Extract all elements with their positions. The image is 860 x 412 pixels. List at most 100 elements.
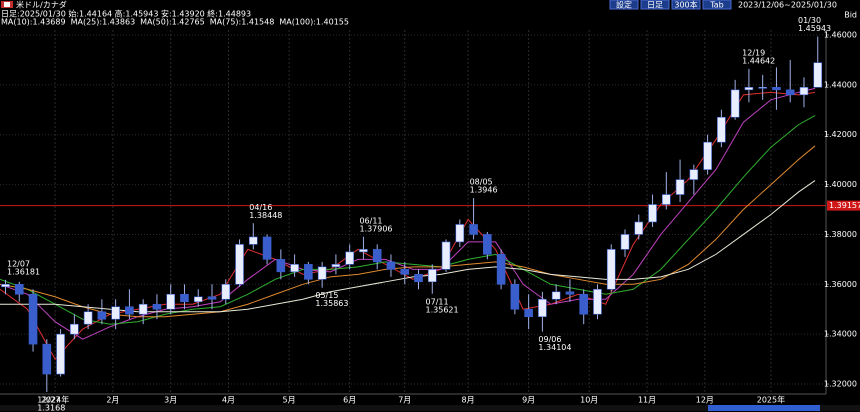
candle-body [524,308,533,318]
x-tick-label: 8月 [462,396,475,405]
annotation-value: 1.34104 [538,343,571,352]
x-tick-label: 7月 [398,396,411,405]
candle-body [469,224,478,235]
toolbar-button-label[interactable]: 設定 [616,0,632,10]
x-tick-label: 4月 [222,396,235,405]
candle-body [56,333,65,375]
toolbar-button-label[interactable]: Tab [709,1,724,10]
legend-entry: MA(75):1.41548 [210,18,275,27]
annotation-date: 09/06 [538,335,561,344]
annotation-value: 1.35863 [315,299,348,308]
candle-body [152,303,162,310]
candle-body [372,249,382,263]
candle-body [166,293,176,310]
annotation-date: 12/19 [742,48,765,57]
candle-body [97,311,107,320]
ma-line [0,91,816,360]
x-tick-label: 12月 [696,396,714,405]
candle-body [138,303,148,315]
candle-body [510,284,520,310]
x-tick-label: 2024年 [41,395,69,405]
candle-body [249,236,258,245]
legend-entry: MA(100):1.40155 [279,18,349,27]
toolbar-button[interactable] [702,0,732,10]
x-tick-label: 3月 [164,396,177,405]
candle-body [70,323,79,335]
x-tick-label: 6月 [343,396,356,405]
candle-body [717,116,726,143]
candle-body [579,293,589,315]
candle-body [304,264,313,280]
annotation-value: 1.38448 [249,211,282,220]
candle-body [455,224,465,243]
annotation-date: 12/27 [37,396,60,405]
y-tick-label: 1.44000 [824,80,857,89]
candle-body [703,141,712,170]
candle-body [1,284,10,288]
flag-icon-inner [4,2,10,7]
candle-body [483,234,492,255]
legend-entry: MA(50):1.42765 [140,18,205,27]
candle-body [235,244,244,285]
price-line-label: 1.39157 [829,201,860,210]
toolbar-button-label[interactable]: 日足 [647,1,663,10]
y-tick-label: 1.38000 [824,230,857,239]
candle-body [689,169,699,180]
candle-body [290,264,299,273]
x-tick-label: 2月 [106,396,119,405]
price-line-box [827,200,860,211]
annotation-value: 1.35621 [426,305,459,314]
scrollbar-track[interactable] [0,405,860,411]
annotation-value: 1.44642 [742,56,775,65]
candle-body [14,284,24,295]
annotation-date: 04/16 [249,203,272,212]
candle-body [317,266,327,280]
candle-body [193,296,203,303]
candle-body [359,249,368,253]
annotation-value: 1.3168 [37,404,65,412]
candle-body [538,298,547,318]
toolbar-button[interactable] [609,0,639,10]
toolbar-button-label[interactable]: 300本 [674,0,697,10]
annotation-value: 1.36181 [7,267,40,276]
candle-body [620,234,630,250]
legend-entry: MA(10):1.43689 [1,18,66,27]
toolbar-button[interactable] [671,0,701,10]
annotation-date: 12/07 [7,259,30,268]
scrollbar-thumb[interactable] [708,405,820,411]
toolbar-button[interactable] [640,0,670,10]
candle-body [730,89,740,118]
candle-body [758,87,767,89]
candle-body [813,62,823,88]
annotation-value: 1.3946 [470,186,498,195]
candle-body [551,291,561,300]
candle-body [441,241,451,270]
candle-body [180,293,189,303]
candle-body [111,306,120,320]
candle-body [125,306,134,315]
candle-body [221,284,231,300]
ma-line [0,145,816,318]
x-tick-label: 5月 [283,396,296,405]
date-range: 2023/12/06~2025/01/30 [738,1,837,10]
candle-body [331,264,341,268]
candle-body [606,249,616,290]
candle-body [648,204,657,223]
annotation-date: 01/30 [798,16,821,25]
candle-body [400,269,410,275]
candle-body [662,194,671,205]
y-tick-label: 1.32000 [824,380,857,389]
y-tick-label: 1.36000 [824,280,857,289]
y-tick-label: 1.46000 [824,30,857,39]
candle-body [772,87,781,91]
candle-body [634,221,644,235]
candle-body [345,251,354,265]
annotation-date: 07/11 [426,297,449,306]
candle-body [276,259,286,273]
legend-entry: MA(25):1.43863 [71,18,136,27]
ma-line [0,115,816,325]
candle-body [427,269,437,283]
y-tick-label: 1.42000 [824,130,857,139]
candle-body [496,254,506,285]
